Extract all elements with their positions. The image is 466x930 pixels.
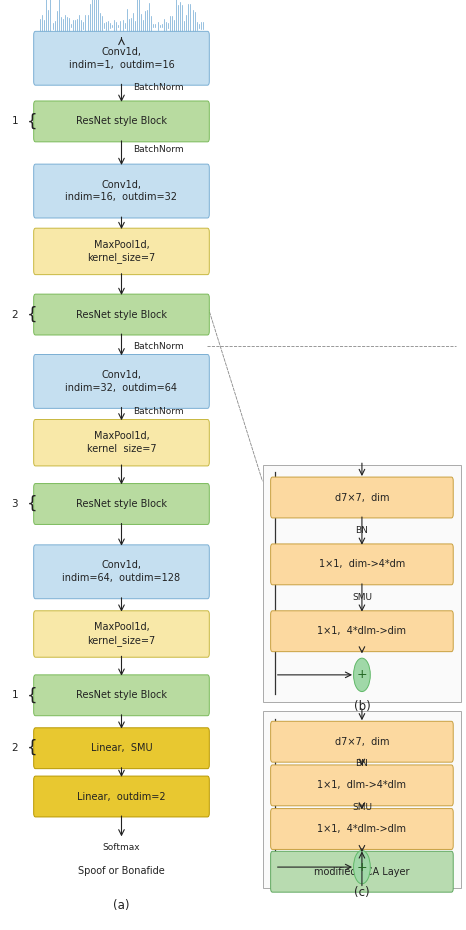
Text: Linear,  SMU: Linear, SMU: [91, 743, 152, 753]
Text: SMU: SMU: [352, 803, 372, 812]
Text: MaxPool1d,
kernel_size=7: MaxPool1d, kernel_size=7: [87, 622, 156, 645]
FancyBboxPatch shape: [34, 611, 209, 658]
Text: BN: BN: [356, 526, 368, 536]
FancyBboxPatch shape: [271, 765, 453, 805]
Text: modified ECA Layer: modified ECA Layer: [314, 867, 410, 877]
Bar: [263, 711, 461, 887]
Text: ResNet style Block: ResNet style Block: [76, 690, 167, 700]
FancyBboxPatch shape: [34, 728, 209, 769]
FancyBboxPatch shape: [34, 484, 209, 525]
FancyBboxPatch shape: [34, 294, 209, 335]
Text: {: {: [27, 686, 38, 704]
Text: SMU: SMU: [352, 593, 372, 603]
Text: ResNet style Block: ResNet style Block: [76, 499, 167, 509]
Text: BatchNorm: BatchNorm: [133, 83, 184, 91]
FancyBboxPatch shape: [34, 545, 209, 599]
FancyBboxPatch shape: [34, 101, 209, 142]
FancyBboxPatch shape: [271, 808, 453, 849]
Bar: [263, 465, 461, 702]
FancyBboxPatch shape: [34, 675, 209, 716]
Text: 1×1,  dim->4*dm: 1×1, dim->4*dm: [319, 559, 405, 569]
FancyBboxPatch shape: [271, 851, 453, 892]
Circle shape: [354, 658, 370, 692]
Text: BatchNorm: BatchNorm: [133, 341, 184, 351]
FancyBboxPatch shape: [34, 32, 209, 86]
Text: BatchNorm: BatchNorm: [133, 406, 184, 416]
Text: {: {: [27, 113, 38, 130]
Text: 2: 2: [11, 310, 18, 320]
Text: Linear,  outdim=2: Linear, outdim=2: [77, 791, 166, 802]
Text: MaxPool1d,
kernel_size=7: MaxPool1d, kernel_size=7: [87, 240, 156, 263]
Text: 1×1,  dlm->4*dlm: 1×1, dlm->4*dlm: [317, 780, 406, 790]
Text: Spoof or Bonafide: Spoof or Bonafide: [78, 866, 165, 876]
Text: {: {: [27, 495, 38, 513]
FancyBboxPatch shape: [34, 776, 209, 817]
Text: +: +: [356, 860, 367, 873]
Text: d7×7,  dim: d7×7, dim: [335, 737, 389, 747]
FancyBboxPatch shape: [271, 611, 453, 652]
Text: Conv1d,
indim=16,  outdim=32: Conv1d, indim=16, outdim=32: [66, 179, 178, 203]
Text: 1: 1: [11, 690, 18, 700]
Text: +: +: [356, 669, 367, 682]
Text: BN: BN: [356, 759, 368, 768]
FancyBboxPatch shape: [271, 477, 453, 518]
Text: Conv1d,
indim=64,  outdim=128: Conv1d, indim=64, outdim=128: [62, 561, 180, 583]
Text: 1: 1: [11, 116, 18, 126]
Text: ResNet style Block: ResNet style Block: [76, 116, 167, 126]
Text: ResNet style Block: ResNet style Block: [76, 310, 167, 320]
Text: (c): (c): [354, 885, 370, 898]
Text: 2: 2: [11, 743, 18, 753]
Text: Conv1d,
indim=1,  outdim=16: Conv1d, indim=1, outdim=16: [69, 46, 174, 70]
Text: 1×1,  4*dlm->dlm: 1×1, 4*dlm->dlm: [317, 824, 406, 834]
FancyBboxPatch shape: [271, 544, 453, 585]
FancyBboxPatch shape: [34, 228, 209, 274]
Text: {: {: [27, 739, 38, 757]
Text: 1×1,  4*dlm->dim: 1×1, 4*dlm->dim: [317, 626, 406, 636]
Text: {: {: [27, 306, 38, 324]
Text: BatchNorm: BatchNorm: [133, 145, 184, 153]
Text: d7×7,  dim: d7×7, dim: [335, 493, 389, 502]
FancyBboxPatch shape: [34, 419, 209, 466]
FancyBboxPatch shape: [271, 722, 453, 763]
Circle shape: [354, 850, 370, 883]
Text: (a): (a): [113, 898, 130, 911]
FancyBboxPatch shape: [34, 164, 209, 218]
Text: 3: 3: [11, 499, 18, 509]
Text: MaxPool1d,
kernel  size=7: MaxPool1d, kernel size=7: [87, 432, 156, 454]
Text: Softmax: Softmax: [103, 843, 140, 852]
FancyBboxPatch shape: [34, 354, 209, 408]
Text: Conv1d,
indim=32,  outdim=64: Conv1d, indim=32, outdim=64: [66, 370, 178, 392]
Text: (b): (b): [354, 700, 370, 713]
